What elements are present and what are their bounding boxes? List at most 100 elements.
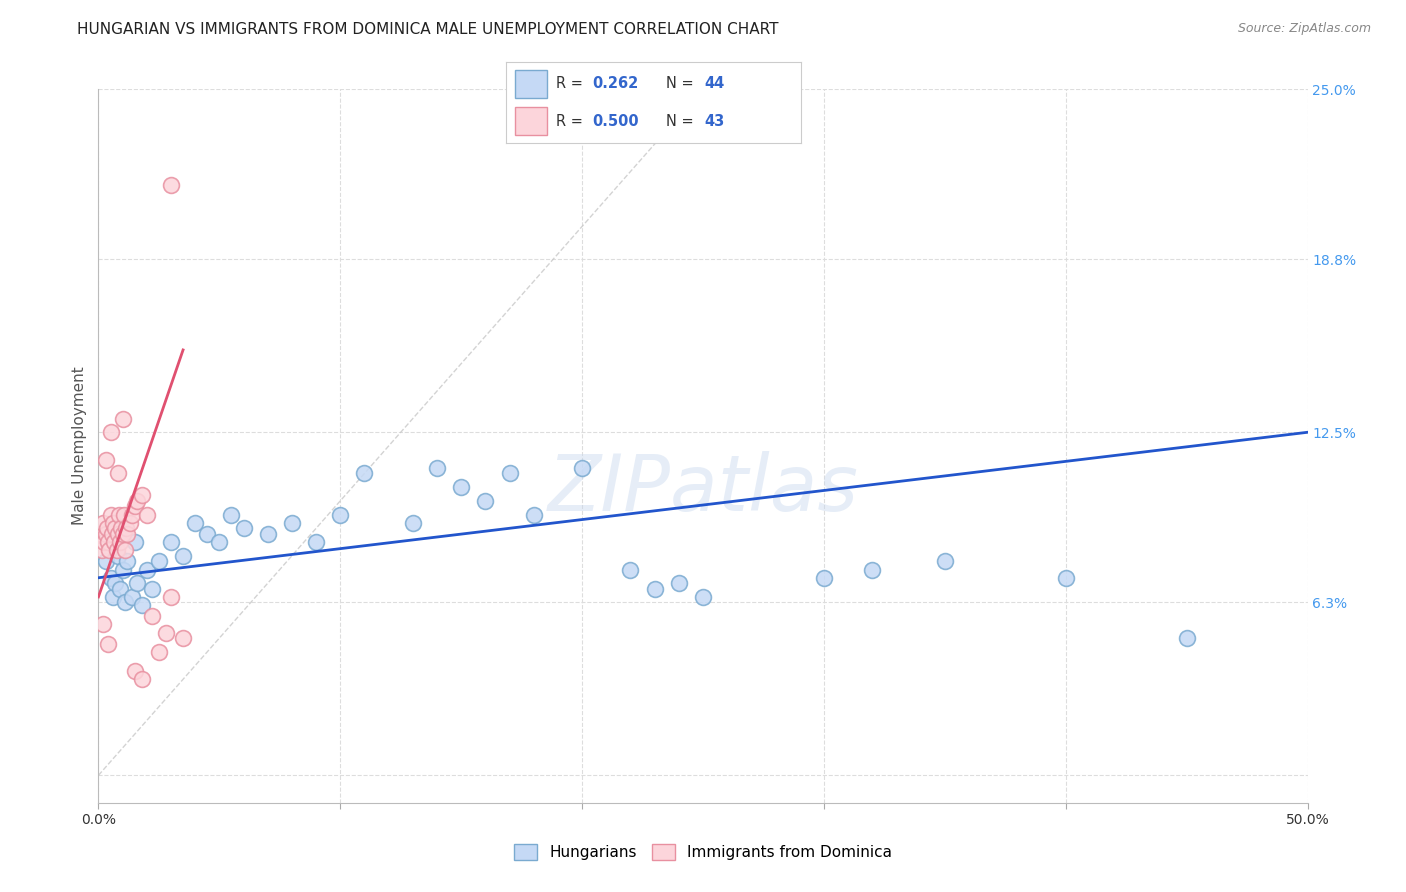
Point bbox=[111, 411, 134, 425]
Text: N =: N = bbox=[665, 113, 697, 128]
Point bbox=[131, 673, 153, 687]
Point bbox=[305, 535, 328, 549]
Point bbox=[100, 425, 122, 440]
Point bbox=[124, 500, 146, 514]
Point bbox=[110, 521, 132, 535]
Point bbox=[619, 562, 641, 576]
Point bbox=[93, 535, 115, 549]
Point bbox=[195, 526, 218, 541]
Point bbox=[1175, 631, 1198, 645]
Point bbox=[498, 467, 520, 481]
Point bbox=[571, 461, 593, 475]
Point bbox=[232, 521, 254, 535]
Point bbox=[108, 535, 131, 549]
Point bbox=[104, 521, 127, 535]
Point bbox=[184, 516, 207, 530]
Point bbox=[172, 631, 194, 645]
Point bbox=[127, 494, 149, 508]
Point bbox=[160, 535, 183, 549]
Point bbox=[91, 516, 114, 530]
Point bbox=[94, 526, 117, 541]
Point bbox=[114, 543, 136, 558]
Point bbox=[860, 562, 883, 576]
Point bbox=[111, 562, 134, 576]
Point bbox=[148, 554, 170, 568]
Point bbox=[100, 526, 122, 541]
Text: ZIPatlas: ZIPatlas bbox=[547, 450, 859, 527]
Point bbox=[127, 576, 149, 591]
Point bbox=[353, 467, 375, 481]
Point bbox=[160, 590, 183, 604]
Point bbox=[402, 516, 425, 530]
Point bbox=[103, 535, 125, 549]
Point bbox=[121, 590, 143, 604]
Point bbox=[118, 516, 141, 530]
Point bbox=[100, 508, 122, 522]
Point bbox=[100, 571, 122, 585]
Point bbox=[104, 576, 127, 591]
Point bbox=[115, 521, 138, 535]
Point bbox=[108, 508, 131, 522]
Point bbox=[221, 508, 243, 522]
Point bbox=[91, 543, 114, 558]
Point bbox=[474, 494, 496, 508]
Point bbox=[135, 562, 157, 576]
Point bbox=[117, 554, 139, 568]
Text: R =: R = bbox=[557, 76, 588, 91]
FancyBboxPatch shape bbox=[515, 107, 547, 136]
Point bbox=[155, 625, 177, 640]
Point bbox=[668, 576, 690, 591]
Point bbox=[426, 461, 449, 475]
Text: Source: ZipAtlas.com: Source: ZipAtlas.com bbox=[1237, 22, 1371, 36]
Point bbox=[112, 508, 135, 522]
Point bbox=[91, 617, 114, 632]
Point bbox=[121, 508, 143, 522]
Point bbox=[644, 582, 666, 596]
Point bbox=[97, 535, 120, 549]
FancyBboxPatch shape bbox=[515, 70, 547, 98]
Point bbox=[108, 582, 131, 596]
Text: HUNGARIAN VS IMMIGRANTS FROM DOMINICA MALE UNEMPLOYMENT CORRELATION CHART: HUNGARIAN VS IMMIGRANTS FROM DOMINICA MA… bbox=[77, 22, 779, 37]
Text: R =: R = bbox=[557, 113, 588, 128]
Point bbox=[98, 543, 121, 558]
Point bbox=[117, 526, 139, 541]
Point bbox=[107, 526, 129, 541]
Text: N =: N = bbox=[665, 76, 697, 91]
Point bbox=[160, 178, 183, 193]
Text: 43: 43 bbox=[704, 113, 724, 128]
Point bbox=[141, 582, 163, 596]
Text: 0.500: 0.500 bbox=[592, 113, 638, 128]
Legend: Hungarians, Immigrants from Dominica: Hungarians, Immigrants from Dominica bbox=[508, 838, 898, 866]
Point bbox=[329, 508, 352, 522]
Point bbox=[97, 637, 120, 651]
Point bbox=[107, 549, 129, 563]
Point bbox=[172, 549, 194, 563]
Point bbox=[107, 467, 129, 481]
Point bbox=[281, 516, 304, 530]
Point bbox=[101, 516, 124, 530]
Point bbox=[105, 543, 128, 558]
Point bbox=[124, 535, 146, 549]
Point bbox=[934, 554, 956, 568]
Point bbox=[94, 452, 117, 467]
Point bbox=[111, 526, 134, 541]
Point bbox=[90, 526, 112, 541]
Point bbox=[141, 609, 163, 624]
Point bbox=[208, 535, 231, 549]
Point bbox=[131, 488, 153, 502]
Text: 0.262: 0.262 bbox=[592, 76, 638, 91]
Point bbox=[124, 664, 146, 678]
Point bbox=[101, 590, 124, 604]
Point bbox=[94, 554, 117, 568]
Point bbox=[131, 598, 153, 612]
Point bbox=[114, 595, 136, 609]
Point bbox=[813, 571, 835, 585]
Point bbox=[256, 526, 278, 541]
Point bbox=[148, 645, 170, 659]
Point bbox=[135, 508, 157, 522]
Point bbox=[1054, 571, 1077, 585]
Y-axis label: Male Unemployment: Male Unemployment bbox=[72, 367, 87, 525]
Point bbox=[692, 590, 714, 604]
Text: 44: 44 bbox=[704, 76, 724, 91]
Point bbox=[450, 480, 472, 494]
